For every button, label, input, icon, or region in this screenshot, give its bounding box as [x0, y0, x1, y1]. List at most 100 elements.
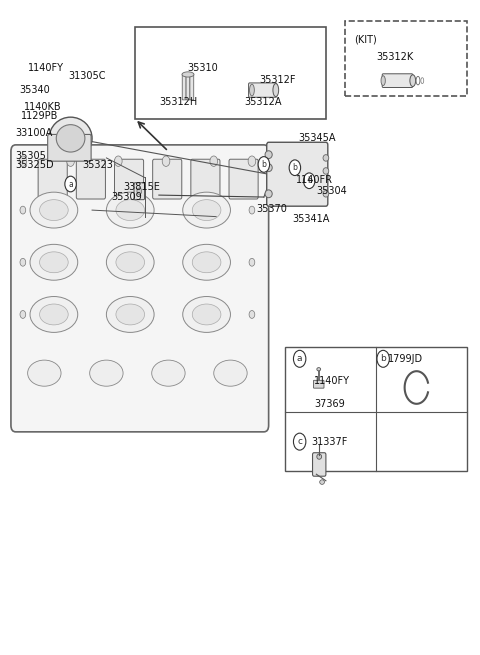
Text: 31305C: 31305C: [68, 71, 106, 81]
Ellipse shape: [323, 191, 329, 197]
Circle shape: [20, 310, 26, 318]
Text: a: a: [68, 179, 73, 189]
Ellipse shape: [192, 252, 221, 272]
Text: (KIT): (KIT): [355, 34, 377, 45]
Text: 35312H: 35312H: [159, 98, 197, 107]
Circle shape: [249, 310, 255, 318]
Text: 33100A: 33100A: [16, 128, 53, 138]
Circle shape: [377, 350, 389, 367]
Ellipse shape: [323, 155, 329, 161]
Ellipse shape: [30, 244, 78, 280]
Ellipse shape: [273, 84, 279, 97]
Ellipse shape: [39, 252, 68, 272]
Ellipse shape: [265, 164, 272, 172]
Circle shape: [248, 156, 256, 166]
Ellipse shape: [107, 244, 154, 280]
Ellipse shape: [381, 76, 385, 86]
Ellipse shape: [183, 192, 230, 228]
Circle shape: [20, 258, 26, 266]
Ellipse shape: [28, 360, 61, 386]
Ellipse shape: [317, 367, 321, 371]
Ellipse shape: [116, 200, 144, 221]
Ellipse shape: [421, 78, 424, 84]
Text: 35309: 35309: [111, 192, 142, 202]
Ellipse shape: [250, 84, 254, 96]
FancyBboxPatch shape: [191, 159, 220, 199]
Ellipse shape: [39, 304, 68, 325]
Text: 35370: 35370: [257, 204, 288, 214]
FancyBboxPatch shape: [186, 74, 190, 100]
Ellipse shape: [107, 192, 154, 228]
Text: 1140FY: 1140FY: [28, 63, 64, 73]
Ellipse shape: [39, 200, 68, 221]
FancyBboxPatch shape: [38, 159, 67, 199]
Ellipse shape: [410, 75, 416, 86]
FancyBboxPatch shape: [285, 347, 467, 471]
Text: 33815E: 33815E: [123, 181, 160, 192]
Text: 35323: 35323: [83, 160, 113, 170]
Ellipse shape: [56, 124, 85, 152]
Ellipse shape: [317, 454, 322, 459]
Ellipse shape: [192, 200, 221, 221]
Text: 37369: 37369: [314, 399, 345, 409]
Text: 35305: 35305: [16, 151, 47, 161]
Ellipse shape: [152, 360, 185, 386]
FancyBboxPatch shape: [267, 142, 328, 206]
Text: 1140FR: 1140FR: [296, 175, 333, 185]
FancyBboxPatch shape: [313, 381, 324, 388]
Ellipse shape: [90, 360, 123, 386]
Ellipse shape: [116, 304, 144, 325]
Ellipse shape: [320, 480, 324, 484]
Circle shape: [293, 433, 306, 450]
FancyBboxPatch shape: [345, 21, 467, 96]
Ellipse shape: [107, 297, 154, 332]
Circle shape: [210, 156, 217, 166]
Text: 35340: 35340: [20, 85, 50, 95]
Text: 35345A: 35345A: [298, 134, 336, 143]
Text: 35312A: 35312A: [245, 98, 282, 107]
FancyBboxPatch shape: [153, 159, 182, 199]
Text: 1799JD: 1799JD: [388, 354, 423, 364]
Circle shape: [162, 156, 170, 166]
Text: 1140KB: 1140KB: [24, 102, 61, 112]
Ellipse shape: [214, 360, 247, 386]
Circle shape: [293, 350, 306, 367]
FancyBboxPatch shape: [182, 74, 186, 100]
Text: b: b: [292, 163, 297, 172]
Ellipse shape: [323, 168, 329, 174]
Text: 35312K: 35312K: [376, 52, 413, 62]
Circle shape: [303, 173, 315, 189]
Ellipse shape: [116, 252, 144, 272]
Text: b: b: [307, 176, 312, 185]
Ellipse shape: [265, 151, 272, 159]
Circle shape: [258, 157, 270, 172]
Circle shape: [249, 206, 255, 214]
Circle shape: [19, 156, 27, 166]
Ellipse shape: [30, 192, 78, 228]
Text: 35312F: 35312F: [259, 75, 296, 84]
FancyBboxPatch shape: [48, 134, 91, 161]
Ellipse shape: [192, 304, 221, 325]
Text: 35310: 35310: [188, 63, 218, 73]
FancyBboxPatch shape: [135, 28, 326, 119]
Circle shape: [289, 160, 300, 176]
FancyBboxPatch shape: [229, 159, 258, 199]
Circle shape: [65, 176, 76, 192]
FancyBboxPatch shape: [11, 145, 269, 432]
Ellipse shape: [416, 77, 420, 85]
FancyBboxPatch shape: [312, 453, 326, 476]
Ellipse shape: [49, 117, 92, 160]
Text: a: a: [297, 354, 302, 364]
Ellipse shape: [183, 297, 230, 332]
Circle shape: [137, 188, 142, 195]
Text: b: b: [380, 354, 386, 364]
Text: 31337F: 31337F: [312, 437, 348, 447]
Ellipse shape: [183, 244, 230, 280]
FancyBboxPatch shape: [249, 83, 277, 97]
Text: c: c: [297, 437, 302, 446]
Circle shape: [20, 206, 26, 214]
Text: 1140FY: 1140FY: [314, 376, 350, 386]
FancyBboxPatch shape: [382, 74, 413, 88]
FancyBboxPatch shape: [134, 183, 144, 200]
FancyBboxPatch shape: [76, 159, 106, 199]
